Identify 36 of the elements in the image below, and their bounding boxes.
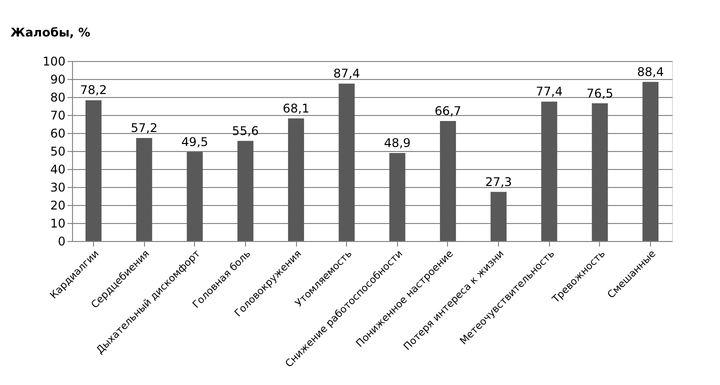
y-tick-label: 0 bbox=[58, 234, 66, 248]
bar bbox=[592, 103, 608, 241]
y-tick-label: 100 bbox=[42, 54, 66, 68]
bar bbox=[288, 118, 304, 241]
bar bbox=[136, 138, 152, 241]
data-label: 66,7 bbox=[434, 104, 462, 118]
bar bbox=[186, 152, 203, 241]
data-label: 57,2 bbox=[130, 121, 158, 136]
data-label: 48,9 bbox=[384, 136, 411, 150]
bar bbox=[237, 140, 254, 241]
y-tick-label: 80 bbox=[50, 90, 66, 104]
data-label: 55,6 bbox=[232, 124, 259, 138]
y-tick-label: 50 bbox=[50, 144, 66, 158]
data-label: 68,1 bbox=[282, 101, 310, 116]
bar bbox=[490, 192, 507, 241]
y-tick-label: 90 bbox=[50, 72, 66, 86]
y-tick-label: 20 bbox=[50, 198, 66, 212]
y-tick-label: 30 bbox=[50, 180, 66, 194]
y-tick-label: 70 bbox=[50, 108, 66, 122]
data-label: 88,4 bbox=[637, 64, 664, 79]
data-label: 87,4 bbox=[333, 66, 360, 81]
y-tick-label: 40 bbox=[50, 162, 66, 176]
data-label: 27,3 bbox=[485, 174, 512, 189]
y-axis-title: Жалобы, % bbox=[10, 26, 90, 40]
y-tick-label: 60 bbox=[50, 126, 66, 140]
bar bbox=[440, 120, 456, 241]
y-tick-label: 10 bbox=[50, 216, 66, 230]
data-label: 77,4 bbox=[536, 84, 563, 99]
bar bbox=[86, 100, 102, 241]
data-label: 76,5 bbox=[586, 86, 614, 100]
bar bbox=[389, 152, 406, 241]
bar bbox=[338, 84, 355, 241]
bar bbox=[541, 102, 558, 241]
data-label: 78,2 bbox=[80, 83, 107, 98]
bar bbox=[642, 82, 658, 241]
data-label: 49,5 bbox=[181, 134, 208, 149]
